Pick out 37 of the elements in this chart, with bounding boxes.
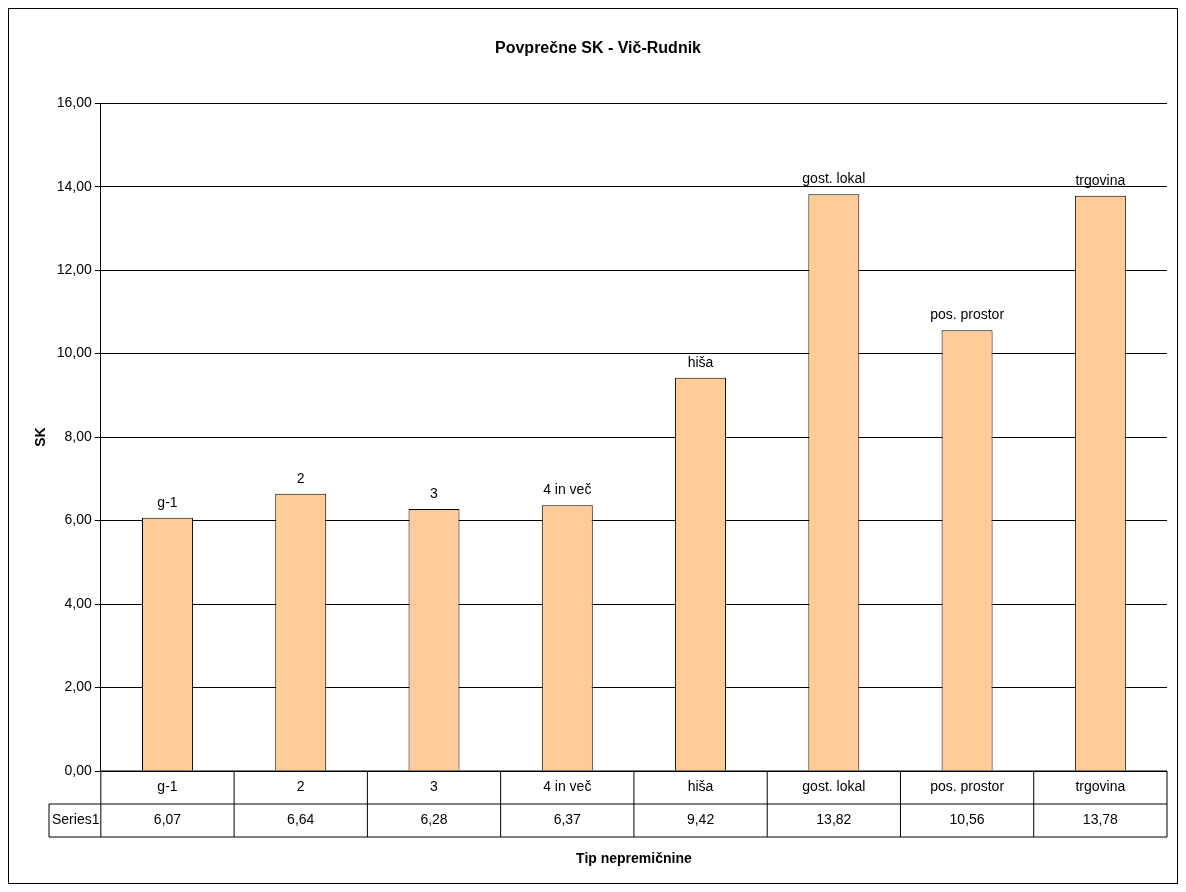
- x-tick-label: hiša: [687, 778, 714, 795]
- y-tick-label: 16,00: [56, 94, 93, 111]
- annotation: trgovina: [1075, 171, 1126, 188]
- data-label: 13,78: [1082, 811, 1119, 828]
- annotation: gost. lokal: [802, 170, 866, 187]
- y-tick-label: 4,00: [64, 594, 93, 611]
- annotation: pos. prostor: [930, 306, 1005, 323]
- data-label: 6,37: [553, 811, 582, 828]
- x-tick-label: gost. lokal: [802, 778, 866, 795]
- x-tick-label: 4 in več: [543, 778, 592, 795]
- annotation: 4 in več: [543, 480, 592, 497]
- y-tick-label: 6,00: [64, 511, 93, 528]
- text: Series1: [52, 811, 100, 828]
- y-tick-label: 8,00: [64, 427, 93, 444]
- y-tick-label: 14,00: [56, 177, 93, 194]
- x-tick-label: pos. prostor: [930, 778, 1005, 795]
- data-label: 9,42: [686, 811, 715, 828]
- y-tick-label: 10,00: [56, 344, 93, 361]
- x-tick-label: trgovina: [1075, 778, 1126, 795]
- annotation: 3: [430, 484, 439, 501]
- annotation: 2: [296, 469, 305, 486]
- data-label: 13,82: [816, 811, 852, 828]
- data-label: 6,28: [420, 811, 448, 828]
- y-tick-label: 2,00: [64, 678, 93, 695]
- y-axis-title: SK: [32, 427, 49, 447]
- x-tick-label: 3: [430, 778, 439, 795]
- annotation: hiša: [687, 353, 714, 370]
- x-axis-title: Tip nepremičnine: [576, 849, 692, 866]
- annotation: g-1: [157, 493, 178, 510]
- data-label: 10,56: [949, 811, 985, 828]
- x-tick-label: g-1: [157, 778, 178, 795]
- y-tick-label: 12,00: [56, 261, 93, 278]
- x-tick-label: 2: [296, 778, 305, 795]
- data-label: 6,07: [153, 811, 182, 828]
- data-label: 6,64: [287, 811, 315, 828]
- y-tick-label: 0,00: [64, 761, 93, 778]
- chart-title: Povprečne SK - Vič-Rudnik: [495, 39, 702, 57]
